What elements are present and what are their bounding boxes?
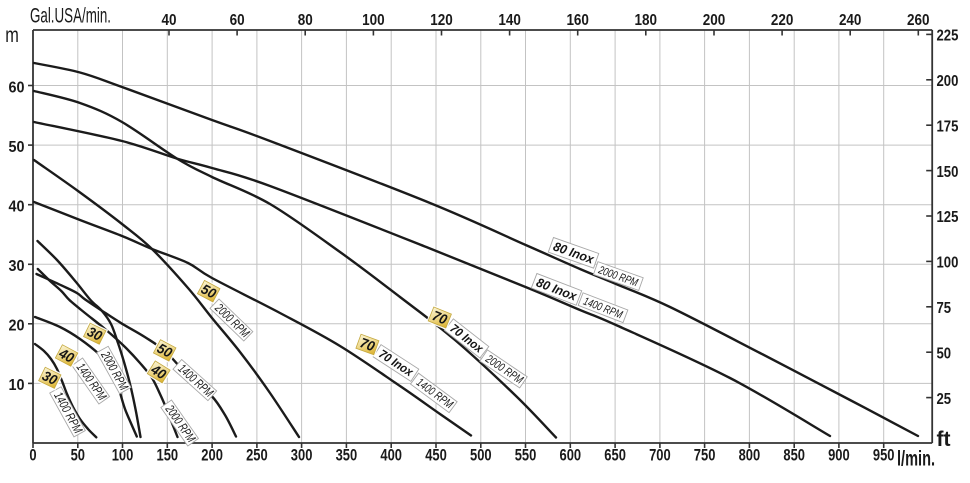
svg-text:50: 50 xyxy=(155,340,175,361)
svg-text:140: 140 xyxy=(498,12,521,29)
svg-text:40: 40 xyxy=(148,361,170,383)
svg-text:450: 450 xyxy=(425,447,447,465)
svg-text:250: 250 xyxy=(246,447,268,465)
svg-text:60: 60 xyxy=(230,12,245,29)
svg-text:0: 0 xyxy=(29,447,36,465)
svg-text:50: 50 xyxy=(199,281,219,302)
svg-text:650: 650 xyxy=(604,447,626,465)
svg-text:350: 350 xyxy=(336,447,358,465)
svg-text:225: 225 xyxy=(937,28,959,45)
svg-text:850: 850 xyxy=(783,447,805,465)
svg-text:700: 700 xyxy=(649,447,671,465)
svg-text:300: 300 xyxy=(291,447,313,465)
svg-text:40: 40 xyxy=(9,199,25,216)
svg-text:260: 260 xyxy=(907,12,930,29)
svg-text:25: 25 xyxy=(937,391,952,408)
svg-text:30: 30 xyxy=(9,258,25,275)
svg-text:900: 900 xyxy=(828,447,850,465)
svg-text:75: 75 xyxy=(937,300,952,317)
svg-text:40: 40 xyxy=(56,344,77,365)
svg-text:60: 60 xyxy=(9,79,25,96)
svg-text:750: 750 xyxy=(694,447,716,465)
svg-text:500: 500 xyxy=(470,447,492,465)
svg-text:100: 100 xyxy=(112,447,134,465)
svg-text:800: 800 xyxy=(739,447,761,465)
svg-text:550: 550 xyxy=(515,447,537,465)
svg-text:150: 150 xyxy=(937,164,959,181)
svg-text:50: 50 xyxy=(937,345,952,362)
svg-text:175: 175 xyxy=(937,118,959,135)
svg-text:160: 160 xyxy=(566,12,589,29)
svg-text:180: 180 xyxy=(635,12,658,29)
svg-text:950: 950 xyxy=(873,447,895,465)
svg-text:240: 240 xyxy=(839,12,862,29)
svg-text:Gal.USA/min.: Gal.USA/min. xyxy=(30,5,111,28)
svg-text:200: 200 xyxy=(937,73,959,90)
svg-text:l/min.: l/min. xyxy=(897,448,935,471)
svg-text:10: 10 xyxy=(9,377,25,394)
svg-text:30: 30 xyxy=(85,323,105,344)
svg-text:600: 600 xyxy=(560,447,582,465)
svg-text:125: 125 xyxy=(937,209,959,226)
svg-text:100: 100 xyxy=(937,255,959,272)
svg-text:40: 40 xyxy=(162,12,177,29)
svg-text:ft: ft xyxy=(937,428,951,451)
svg-text:80: 80 xyxy=(298,12,313,29)
svg-text:150: 150 xyxy=(157,447,179,465)
svg-text:50: 50 xyxy=(71,447,85,465)
svg-text:400: 400 xyxy=(380,447,402,465)
svg-text:50: 50 xyxy=(9,139,25,156)
svg-text:70: 70 xyxy=(430,307,450,327)
svg-text:220: 220 xyxy=(771,12,794,29)
svg-text:100: 100 xyxy=(362,12,385,29)
svg-text:m: m xyxy=(5,24,19,47)
svg-text:70: 70 xyxy=(358,334,377,354)
svg-text:20: 20 xyxy=(9,318,25,335)
svg-text:200: 200 xyxy=(201,447,223,465)
svg-text:30: 30 xyxy=(40,367,60,388)
svg-text:120: 120 xyxy=(430,12,453,29)
svg-text:200: 200 xyxy=(703,12,726,29)
